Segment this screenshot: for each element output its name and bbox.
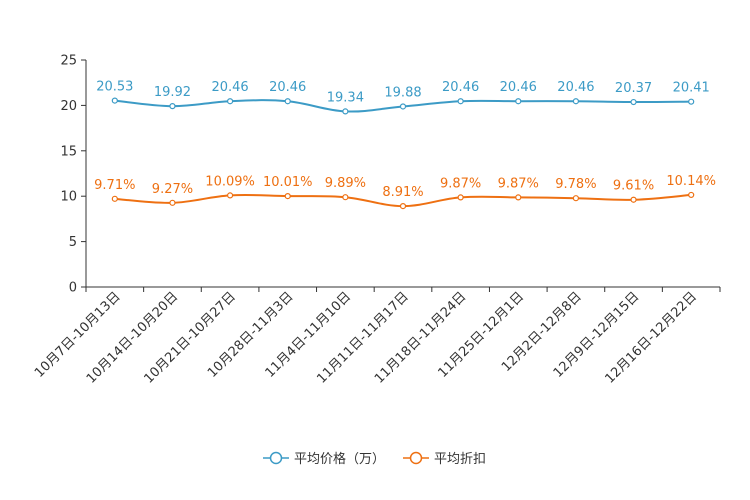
data-label: 20.46 [211,80,248,95]
legend: 平均价格（万） 平均折扣 [263,451,486,467]
series-points [111,97,695,210]
x-axis-ticks: 10月7日-10月13日10月14日-10月20日10月21日-10月27日10… [32,287,721,387]
data-point [457,194,464,201]
data-point [457,98,464,105]
data-point [169,103,176,110]
data-point [688,191,695,199]
data-label: 9.87% [440,176,481,191]
data-label: 20.46 [442,80,479,95]
legend-label: 平均价格（万） [294,451,385,467]
axes [85,60,720,288]
data-point [111,195,118,202]
data-label: 20.41 [673,81,710,96]
data-label: 10.14% [666,174,716,189]
data-point [169,199,176,206]
data-point [226,98,234,105]
data-label: 10.01% [263,175,313,190]
y-tick-label: 0 [69,281,77,296]
data-label: 9.89% [325,176,366,191]
data-point [688,98,695,105]
data-label: 9.61% [613,179,654,194]
data-label: 9.71% [94,178,135,193]
data-point [342,108,349,115]
data-label: 19.88 [384,85,421,100]
data-label: 20.46 [500,80,537,95]
data-point [342,194,349,201]
data-point [515,98,522,105]
data-point [284,193,291,200]
data-point [111,97,118,104]
series-labels: 20.53 19.92 20.46 20.46 19.34 19.88 20.46 20.46… [94,80,716,201]
data-point [284,98,291,105]
legend-label: 平均折扣 [434,452,486,467]
y-tick-label: 10 [60,190,77,205]
data-label: 8.91% [382,185,423,200]
data-label: 20.46 [269,80,306,95]
data-point [630,98,637,106]
y-axis-ticks: 0 5 10 15 20 25 [60,54,86,296]
data-label: 19.92 [154,85,191,100]
data-label: 20.46 [557,80,594,95]
data-point [226,192,234,199]
data-point [630,196,637,203]
data-label: 9.78% [555,177,596,192]
data-point [515,194,522,201]
legend-marker [409,451,423,465]
data-point [399,103,407,110]
data-label: 9.27% [152,182,193,197]
y-tick-label: 15 [60,144,77,159]
data-label: 10.09% [205,174,255,189]
data-point [572,195,580,202]
data-point [399,202,407,210]
y-tick-label: 5 [69,235,77,250]
y-tick-label: 20 [60,99,77,114]
data-label: 20.53 [96,80,133,95]
data-point [572,98,580,105]
legend-marker [269,451,283,465]
data-label: 20.37 [615,81,652,96]
y-tick-label: 25 [60,54,77,69]
data-label: 19.34 [327,90,364,105]
data-label: 9.87% [498,176,539,191]
